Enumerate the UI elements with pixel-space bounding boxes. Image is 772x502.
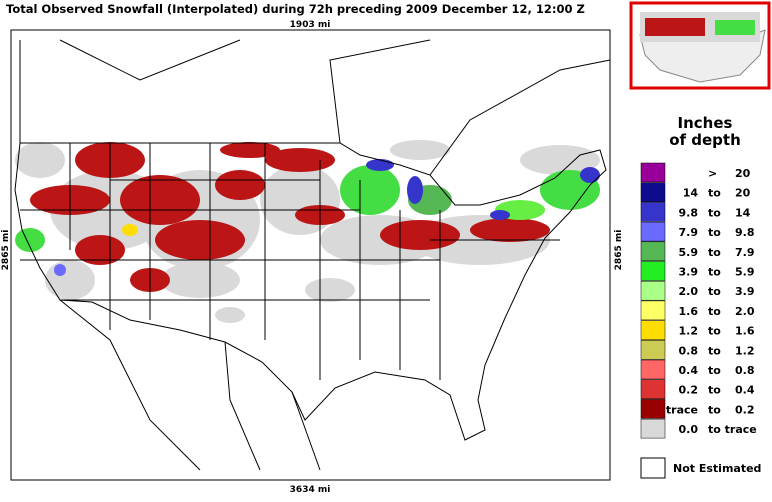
legend-low: 0.0 xyxy=(679,423,699,436)
legend-mid: to xyxy=(708,364,721,377)
scale-right: 2865 mi xyxy=(614,230,624,271)
legend-swatch xyxy=(640,280,666,301)
legend-low: 0.4 xyxy=(679,364,699,377)
legend-mid: to xyxy=(708,305,721,318)
legend-mid: to xyxy=(708,206,721,219)
legend-swatch xyxy=(640,359,666,380)
legend-low: 0.2 xyxy=(679,384,699,397)
legend-mid: to xyxy=(708,344,721,357)
not-estimated-label: Not Estimated xyxy=(673,462,761,475)
legend-low: 5.9 xyxy=(679,246,699,259)
snow-heavy xyxy=(15,159,600,276)
legend-swatch xyxy=(640,202,666,222)
legend-high: 2.0 xyxy=(735,305,755,318)
scale-bottom: 3634 mi xyxy=(290,485,331,495)
legend-mid: > xyxy=(708,167,717,180)
legend-swatch xyxy=(640,221,666,242)
legend-swatch xyxy=(640,261,666,281)
legend-swatch xyxy=(640,320,666,340)
legend-mid: to xyxy=(708,226,721,239)
legend-mid: to xyxy=(708,187,721,200)
legend-swatch xyxy=(640,300,666,321)
inset-map xyxy=(629,1,771,90)
legend-mid: to xyxy=(708,246,721,259)
legend-high: 20 xyxy=(735,187,751,200)
legend-swatch xyxy=(640,379,666,399)
legend-swatch xyxy=(640,241,666,262)
legend-high: 3.9 xyxy=(735,285,755,298)
legend-high: 20 xyxy=(735,167,751,180)
legend-mid: to xyxy=(708,403,721,416)
legend-swatch xyxy=(640,418,666,439)
legend-low: 3.9 xyxy=(679,266,699,279)
legend-swatch xyxy=(640,182,666,202)
legend-low: 9.8 xyxy=(679,206,699,219)
legend-high: 0.4 xyxy=(735,384,755,397)
legend-title: of depth xyxy=(669,131,741,149)
legend-high: 0.2 xyxy=(735,403,755,416)
map xyxy=(10,29,611,481)
legend-high: 14 xyxy=(735,206,751,219)
legend-low: 7.9 xyxy=(679,226,699,239)
legend-high: 5.9 xyxy=(735,266,755,279)
legend-high: 0.8 xyxy=(735,364,755,377)
legend-swatch xyxy=(640,399,666,419)
legend-high: 1.2 xyxy=(735,344,755,357)
legend-low: 14 xyxy=(683,187,699,200)
legend-low: 1.2 xyxy=(679,325,699,338)
legend-high: 9.8 xyxy=(735,226,755,239)
legend-high: 1.6 xyxy=(735,325,755,338)
legend-swatch xyxy=(640,340,666,360)
legend-low: trace xyxy=(666,403,698,416)
legend: Inches of depth Not Estimated >20 14 to 20 9… xyxy=(640,114,761,479)
legend-mid: to xyxy=(708,266,721,279)
title: Total Observed Snowfall (Interpolated) d… xyxy=(6,2,585,16)
legend-high: 7.9 xyxy=(735,246,755,259)
legend-low: 0.8 xyxy=(679,344,699,357)
legend-mid: to xyxy=(708,285,721,298)
legend-low: 2.0 xyxy=(679,285,699,298)
legend-title: Inches xyxy=(678,114,733,132)
legend-mid: to xyxy=(708,384,721,397)
scale-left: 2865 mi xyxy=(1,230,11,271)
not-estimated-swatch xyxy=(640,457,666,479)
legend-mid: to xyxy=(708,325,721,338)
legend-low: 1.6 xyxy=(679,305,699,318)
scale-top: 1903 mi xyxy=(290,20,331,30)
legend-swatch xyxy=(640,162,666,183)
legend-mid: to trace xyxy=(708,423,757,436)
